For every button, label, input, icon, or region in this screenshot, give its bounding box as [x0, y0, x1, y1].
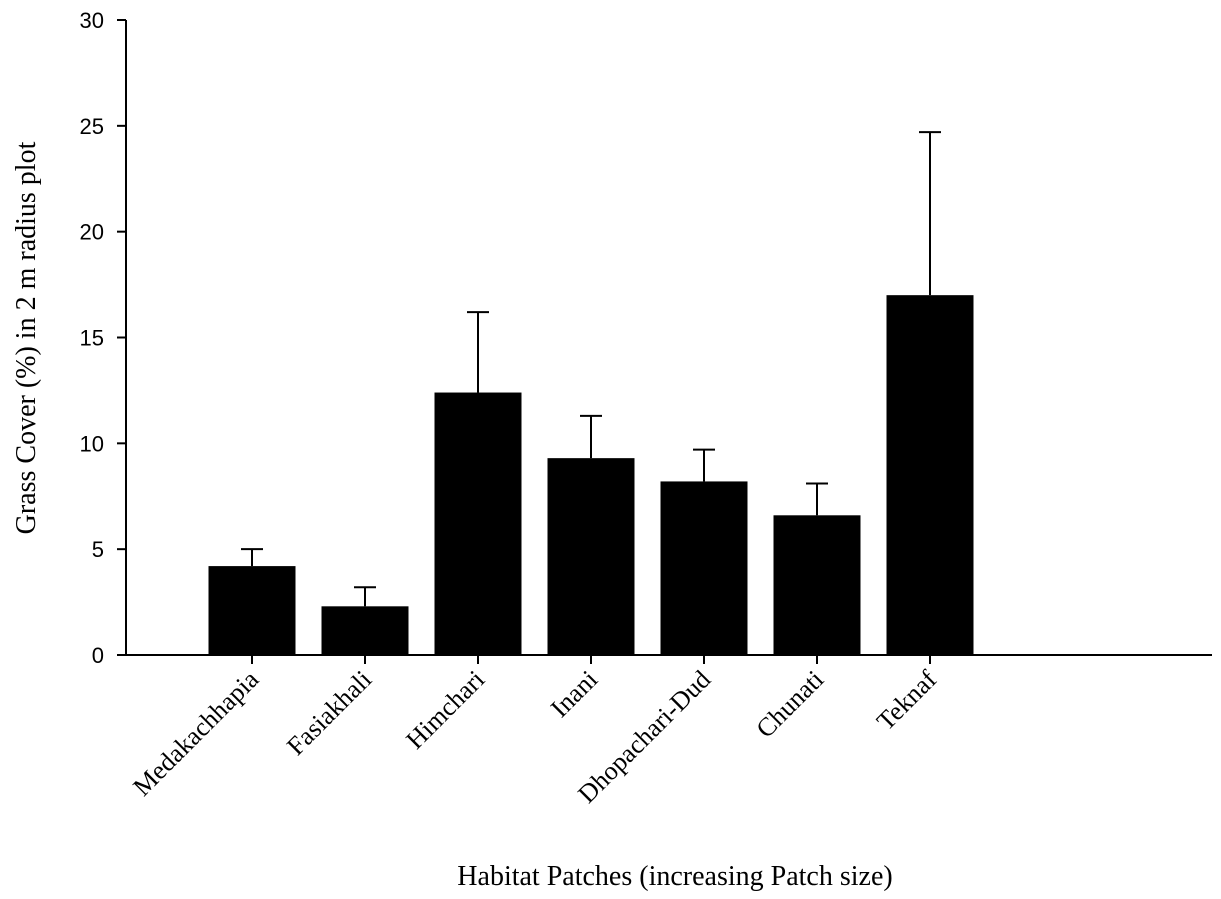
x-category-label: Teknaf [871, 665, 943, 737]
y-tick-label: 30 [80, 8, 104, 33]
bar [547, 458, 635, 655]
bar [208, 566, 296, 655]
y-axis-title: Grass Cover (%) in 2 m radius plot [11, 141, 42, 534]
x-axis-category-labels: Medakachhapia Fasiakhali Himchari InaniDhop… [127, 664, 942, 808]
bars [208, 295, 974, 655]
x-category-label: Medakachhapia [127, 664, 264, 801]
y-tick-label: 0 [92, 643, 104, 668]
bar [886, 295, 974, 655]
bar [773, 515, 861, 655]
y-tick-label: 5 [92, 537, 104, 562]
bar [434, 392, 522, 655]
x-category-label: Inani [545, 665, 603, 723]
bar [321, 606, 409, 655]
y-tick-label: 10 [80, 431, 104, 456]
x-category-label: Chunati [751, 665, 830, 744]
bar [660, 481, 748, 655]
y-tick-label: 25 [80, 114, 104, 139]
error-bars [241, 131, 941, 607]
x-category-label: Fasiakhali [281, 665, 377, 761]
x-axis-title: Habitat Patches (increasing Patch size) [457, 861, 892, 892]
x-category-label: Himchari [400, 665, 490, 755]
y-tick-label: 20 [80, 220, 104, 245]
x-axis-ticks [251, 655, 931, 664]
y-axis-ticks: 0 5 10 15 20 25 30 [80, 8, 126, 668]
y-tick-label: 15 [80, 326, 104, 351]
